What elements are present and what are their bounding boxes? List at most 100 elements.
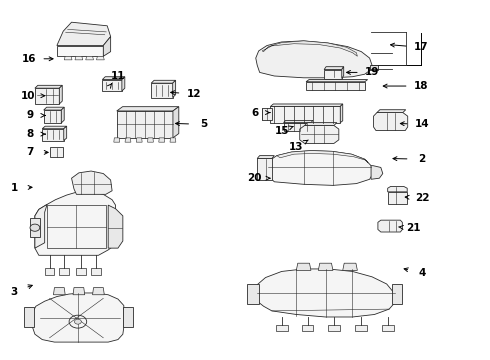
Text: 5: 5	[200, 120, 207, 129]
Polygon shape	[170, 138, 176, 142]
Polygon shape	[59, 268, 69, 275]
Text: 18: 18	[414, 81, 428, 91]
Text: 14: 14	[415, 120, 429, 129]
Polygon shape	[388, 192, 407, 204]
Polygon shape	[57, 22, 111, 45]
Polygon shape	[373, 113, 408, 131]
Polygon shape	[151, 83, 172, 98]
Polygon shape	[93, 288, 104, 295]
Polygon shape	[306, 82, 365, 90]
Polygon shape	[61, 107, 64, 123]
Text: 8: 8	[26, 129, 34, 139]
Polygon shape	[44, 107, 64, 110]
Polygon shape	[388, 186, 407, 192]
Polygon shape	[102, 80, 122, 91]
Text: 10: 10	[21, 91, 36, 101]
Text: 17: 17	[414, 42, 428, 52]
Polygon shape	[296, 263, 311, 270]
Polygon shape	[377, 110, 406, 113]
Polygon shape	[103, 37, 111, 56]
Polygon shape	[255, 269, 395, 317]
Polygon shape	[59, 85, 62, 104]
Polygon shape	[276, 325, 288, 330]
Polygon shape	[57, 45, 103, 56]
Text: 22: 22	[415, 193, 429, 203]
Polygon shape	[257, 156, 274, 158]
Polygon shape	[300, 126, 339, 143]
Text: 7: 7	[26, 147, 34, 157]
Polygon shape	[53, 288, 65, 295]
Polygon shape	[284, 121, 313, 123]
Polygon shape	[35, 88, 59, 104]
Polygon shape	[117, 107, 179, 111]
Polygon shape	[64, 126, 67, 140]
Text: 3: 3	[11, 287, 18, 297]
Polygon shape	[35, 192, 116, 255]
Polygon shape	[256, 41, 372, 78]
Polygon shape	[64, 56, 72, 60]
Polygon shape	[122, 77, 125, 91]
Text: 15: 15	[274, 126, 289, 135]
Polygon shape	[136, 138, 142, 142]
Polygon shape	[35, 85, 62, 88]
Polygon shape	[262, 108, 272, 120]
Polygon shape	[355, 325, 367, 330]
Circle shape	[30, 224, 40, 231]
Text: 19: 19	[365, 67, 379, 77]
Polygon shape	[42, 126, 67, 129]
Polygon shape	[125, 138, 131, 142]
Polygon shape	[343, 263, 357, 270]
Polygon shape	[159, 138, 165, 142]
Polygon shape	[50, 147, 63, 157]
Text: 20: 20	[247, 173, 262, 183]
Polygon shape	[117, 111, 173, 138]
Polygon shape	[342, 67, 343, 78]
Polygon shape	[270, 107, 340, 123]
Polygon shape	[340, 104, 343, 123]
Polygon shape	[73, 288, 85, 295]
Polygon shape	[97, 56, 104, 60]
Polygon shape	[262, 41, 357, 56]
Text: 1: 1	[11, 183, 18, 193]
Polygon shape	[302, 325, 314, 330]
Polygon shape	[270, 104, 343, 107]
Polygon shape	[324, 67, 343, 69]
Polygon shape	[123, 307, 133, 327]
Polygon shape	[266, 150, 373, 185]
Polygon shape	[318, 263, 333, 270]
Polygon shape	[306, 80, 368, 82]
Polygon shape	[382, 325, 393, 330]
Polygon shape	[277, 150, 368, 163]
Polygon shape	[173, 107, 179, 138]
Polygon shape	[30, 218, 40, 237]
Polygon shape	[392, 284, 402, 304]
Polygon shape	[24, 307, 34, 327]
Polygon shape	[247, 284, 259, 304]
Polygon shape	[147, 138, 153, 142]
Polygon shape	[151, 80, 175, 83]
Polygon shape	[114, 138, 120, 142]
Text: 2: 2	[418, 154, 425, 164]
Text: 6: 6	[251, 108, 258, 118]
Polygon shape	[86, 56, 94, 60]
Text: 13: 13	[289, 142, 303, 152]
Polygon shape	[284, 123, 311, 131]
Polygon shape	[42, 129, 64, 140]
Polygon shape	[72, 171, 112, 194]
Polygon shape	[45, 268, 54, 275]
Text: 11: 11	[111, 71, 125, 81]
Text: 4: 4	[418, 268, 425, 278]
Polygon shape	[102, 77, 125, 80]
Polygon shape	[324, 69, 342, 78]
Circle shape	[74, 319, 81, 324]
Text: 21: 21	[406, 224, 421, 233]
Polygon shape	[44, 110, 61, 123]
Polygon shape	[108, 205, 123, 248]
Polygon shape	[369, 65, 378, 69]
Text: 9: 9	[26, 111, 34, 121]
Polygon shape	[91, 268, 101, 275]
Polygon shape	[378, 220, 402, 232]
Polygon shape	[257, 158, 272, 180]
Polygon shape	[305, 123, 337, 126]
Polygon shape	[328, 325, 340, 330]
